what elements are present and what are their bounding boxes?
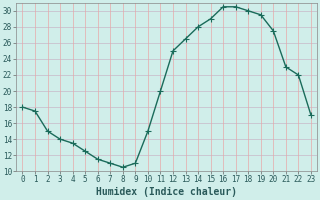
X-axis label: Humidex (Indice chaleur): Humidex (Indice chaleur) (96, 187, 237, 197)
